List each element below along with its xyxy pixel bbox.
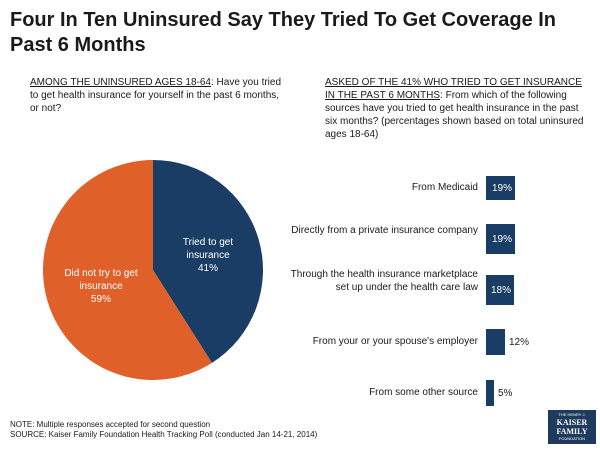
pie-label-tried: Tried to get insurance 41% xyxy=(178,236,238,275)
footer-source: SOURCE: Kaiser Family Foundation Health … xyxy=(10,430,318,439)
pie-svg xyxy=(42,160,263,380)
pie-label-did-not-try-text: Did not try to get insurance xyxy=(64,268,138,292)
pie-label-tried-text: Tried to get insurance xyxy=(182,237,234,261)
logo-line1: THE HENRY J. xyxy=(558,412,586,417)
bar-value-private-insurer: 19% xyxy=(492,234,513,245)
bar-private-insurer xyxy=(486,224,515,254)
bar-label-medicaid: From Medicaid xyxy=(411,182,478,193)
logo-line2: KAISER xyxy=(556,418,588,427)
left-question-lead: AMONG THE UNINSURED AGES 18-64 xyxy=(30,77,211,88)
pie-label-tried-value: 41% xyxy=(197,263,218,274)
right-question-text: : From which of the following sources ha… xyxy=(325,90,584,140)
bar-label-employer: From your or your spouse's employer xyxy=(312,336,478,347)
bar-value-employer: 12% xyxy=(509,337,530,348)
kaiser-logo: THE HENRY J. KAISER FAMILY FOUNDATION xyxy=(548,410,596,444)
bar-marketplace xyxy=(486,275,514,305)
left-question-text: : Have you tried to get health insurance… xyxy=(30,77,282,114)
left-question: AMONG THE UNINSURED AGES 18-64: Have you… xyxy=(30,76,285,115)
bar-label-private-insurer: Directly from a private insurance compan… xyxy=(291,225,478,236)
page-title: Four In Ten Uninsured Say They Tried To … xyxy=(10,9,557,56)
pie-label-did-not-try: Did not try to get insurance 59% xyxy=(56,267,146,306)
footer-note: NOTE: Multiple responses accepted for se… xyxy=(10,420,211,429)
bar-value-marketplace: 18% xyxy=(491,285,512,296)
bar-value-medicaid: 19% xyxy=(492,183,513,194)
logo-line3: FAMILY xyxy=(556,427,588,436)
pie-slice-tried xyxy=(153,160,263,363)
bar-employer xyxy=(486,329,505,355)
logo-line4: FOUNDATION xyxy=(558,436,586,441)
footer-notes: NOTE: Multiple responses accepted for se… xyxy=(10,420,317,440)
bar-medicaid xyxy=(486,176,515,200)
bar-label-other-source: From some other source xyxy=(369,387,478,398)
pie-slice-did-not-try xyxy=(42,160,212,380)
bar-label-marketplace: Through the health insurance marketplace… xyxy=(290,269,478,293)
bar-value-other-source: 5% xyxy=(498,388,513,399)
pie-label-did-not-try-value: 59% xyxy=(90,294,111,305)
right-question-lead: ASKED OF THE 41% WHO TRIED TO GET INSURA… xyxy=(325,77,582,101)
pie-chart: Tried to get insurance 41% Did not try t… xyxy=(40,150,270,390)
right-question: ASKED OF THE 41% WHO TRIED TO GET INSURA… xyxy=(325,76,590,141)
bar-other-source xyxy=(486,380,494,406)
